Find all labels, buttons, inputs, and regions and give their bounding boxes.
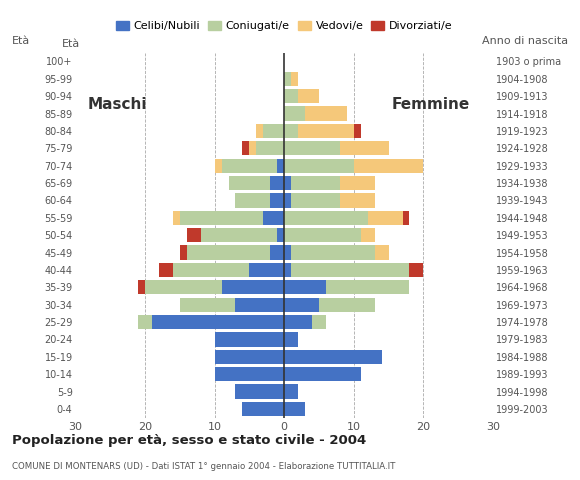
Bar (263, 211, 284, 225)
Bar (284, 211, 368, 225)
Bar (235, 298, 284, 312)
Bar (180, 298, 235, 312)
Bar (340, 176, 375, 190)
Bar (284, 107, 305, 121)
Text: COMUNE DI MONTENARS (UD) - Dati ISTAT 1° gennaio 2004 - Elaborazione TUTTITALIA.: COMUNE DI MONTENARS (UD) - Dati ISTAT 1°… (12, 462, 395, 471)
Bar (284, 245, 291, 260)
Bar (298, 89, 319, 103)
Bar (312, 315, 326, 329)
Bar (235, 384, 284, 399)
Bar (284, 124, 298, 138)
Bar (354, 158, 423, 173)
Text: Maschi: Maschi (88, 97, 147, 112)
Bar (284, 158, 354, 173)
Bar (340, 193, 375, 207)
Bar (263, 124, 284, 138)
Bar (291, 245, 375, 260)
Bar (159, 263, 173, 277)
Bar (270, 245, 284, 260)
Bar (270, 193, 284, 207)
Bar (138, 315, 152, 329)
Bar (368, 211, 403, 225)
Bar (249, 263, 284, 277)
Bar (201, 228, 277, 242)
Bar (180, 245, 187, 260)
Bar (173, 263, 249, 277)
Bar (187, 245, 270, 260)
Bar (319, 298, 375, 312)
Bar (222, 280, 284, 294)
Bar (277, 158, 284, 173)
Bar (284, 332, 298, 347)
Bar (284, 193, 291, 207)
Bar (284, 280, 326, 294)
Bar (284, 298, 319, 312)
Bar (284, 367, 361, 381)
Bar (403, 211, 409, 225)
Bar (242, 141, 249, 156)
Bar (291, 72, 298, 86)
Bar (215, 332, 284, 347)
Bar (215, 158, 222, 173)
Bar (249, 141, 256, 156)
Bar (229, 176, 270, 190)
Text: Anno di nascita: Anno di nascita (483, 36, 568, 46)
Text: Età: Età (12, 36, 30, 46)
Bar (284, 176, 291, 190)
Bar (256, 124, 263, 138)
Text: Età: Età (61, 39, 79, 49)
Bar (284, 263, 291, 277)
Bar (215, 349, 284, 364)
Bar (277, 228, 284, 242)
Bar (305, 107, 347, 121)
Bar (284, 402, 305, 416)
Bar (180, 211, 263, 225)
Bar (361, 228, 375, 242)
Bar (145, 280, 222, 294)
Bar (284, 89, 298, 103)
Bar (152, 315, 284, 329)
Bar (284, 72, 291, 86)
Text: Femmine: Femmine (392, 97, 469, 112)
Bar (235, 193, 270, 207)
Bar (138, 280, 145, 294)
Bar (242, 402, 284, 416)
Text: Popolazione per età, sesso e stato civile - 2004: Popolazione per età, sesso e stato civil… (12, 434, 366, 447)
Bar (284, 141, 340, 156)
Bar (284, 315, 312, 329)
Legend: Celibi/Nubili, Coniugati/e, Vedovi/e, Divorziati/e: Celibi/Nubili, Coniugati/e, Vedovi/e, Di… (111, 16, 457, 36)
Bar (284, 228, 361, 242)
Bar (284, 384, 298, 399)
Bar (375, 245, 389, 260)
Bar (291, 176, 340, 190)
Bar (256, 141, 284, 156)
Bar (298, 124, 354, 138)
Bar (409, 263, 423, 277)
Bar (222, 158, 277, 173)
Bar (291, 263, 409, 277)
Bar (354, 124, 361, 138)
Bar (215, 367, 284, 381)
Bar (326, 280, 409, 294)
Bar (291, 193, 340, 207)
Bar (284, 349, 382, 364)
Bar (270, 176, 284, 190)
Bar (173, 211, 180, 225)
Bar (187, 228, 201, 242)
Bar (340, 141, 389, 156)
